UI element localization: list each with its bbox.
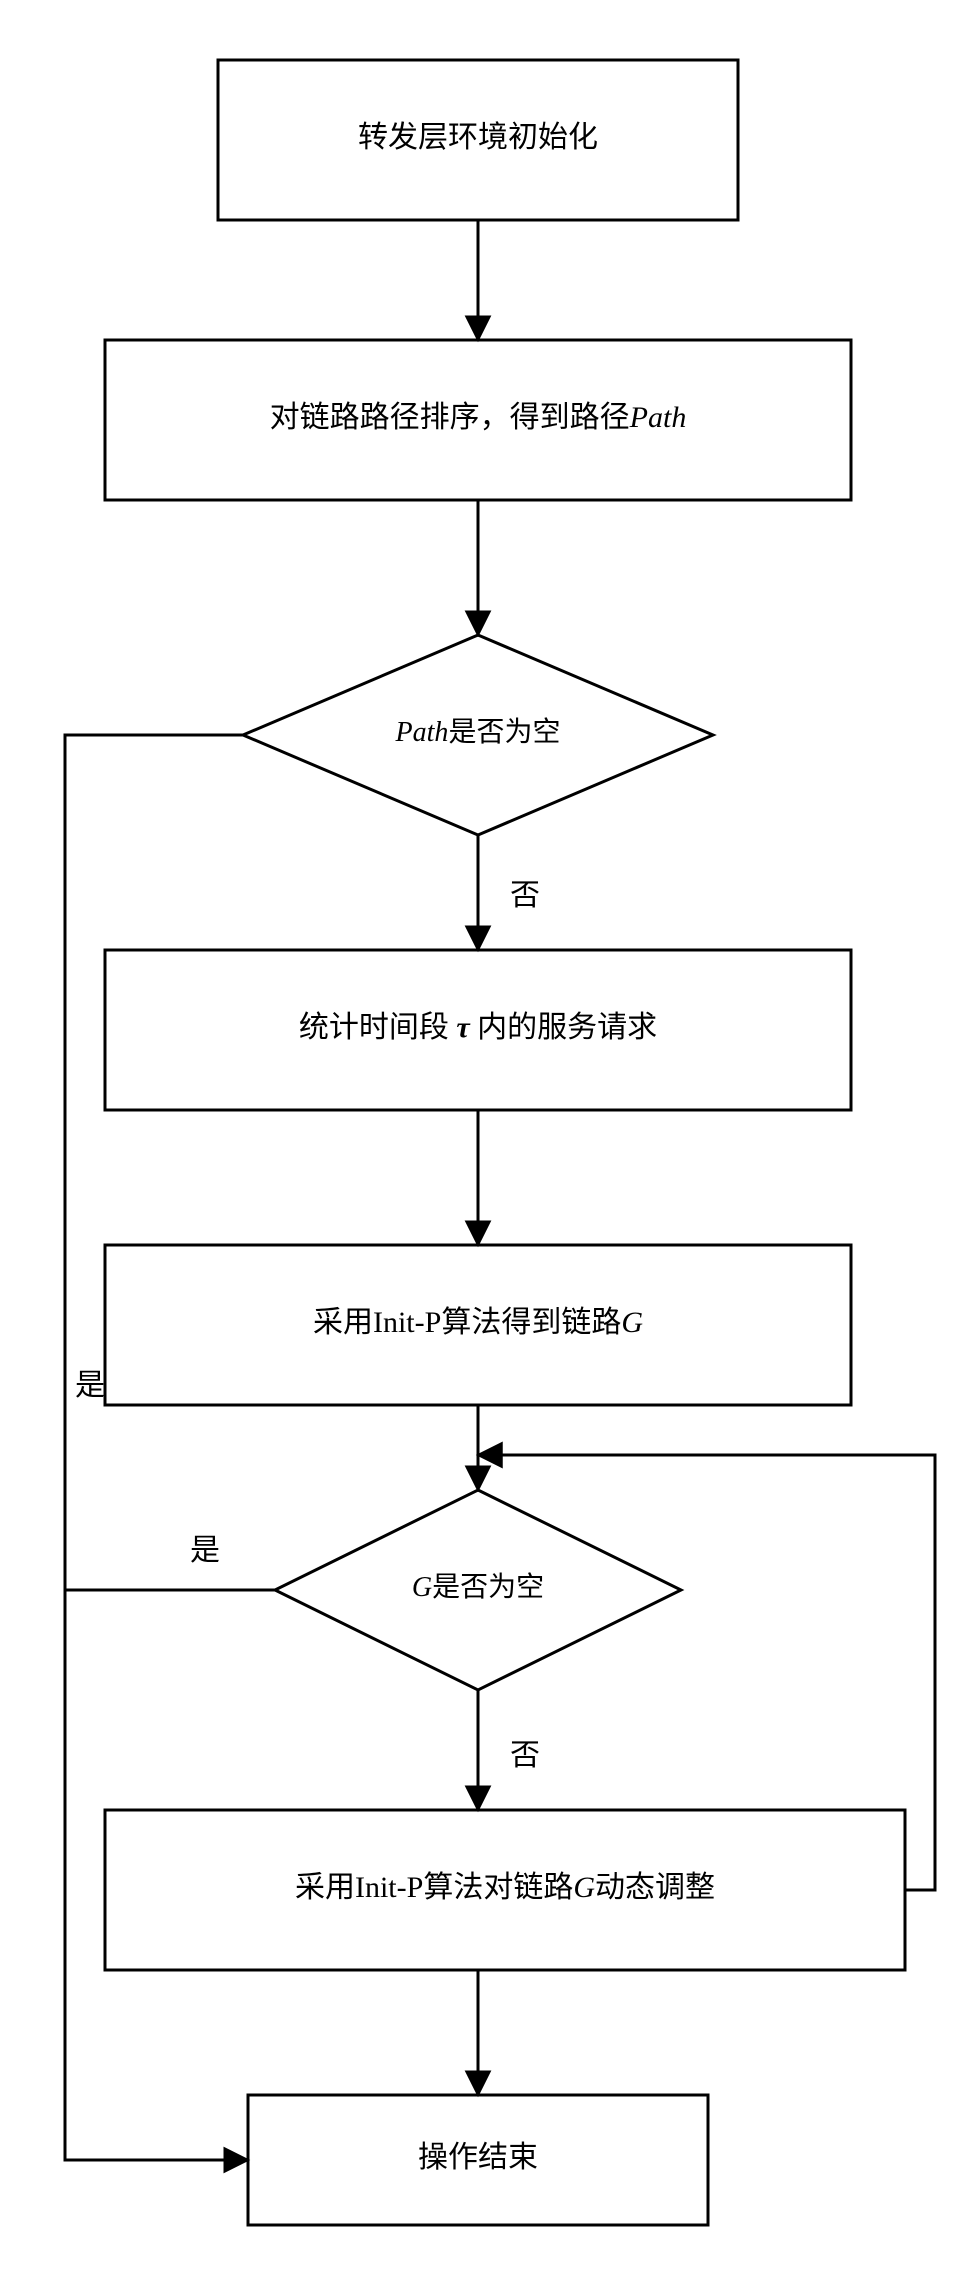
label-d2-no: 否 xyxy=(510,1739,540,1772)
decision-g-empty: G是否为空 xyxy=(275,1490,681,1690)
node-adjust-link-g-text: 采用Init-P算法对链路G动态调整 xyxy=(295,1871,715,1904)
decision-path-empty: Path是否为空 xyxy=(243,635,713,835)
node-adjust-link-g: 采用Init-P算法对链路G动态调整 xyxy=(105,1810,905,1970)
flowchart-svg: 转发层环境初始化 对链路路径排序，得到路径Path Path是否为空 否 统计时… xyxy=(0,0,973,2276)
node-sort-paths-text: 对链路路径排序，得到路径Path xyxy=(270,401,687,434)
node-init-p-link-g-text: 采用Init-P算法得到链路G xyxy=(313,1306,643,1339)
node-init-env-text: 转发层环境初始化 xyxy=(358,121,598,154)
node-count-requests-text: 统计时间段 τ 内的服务请求 xyxy=(299,1011,657,1044)
node-init-p-link-g: 采用Init-P算法得到链路G xyxy=(105,1245,851,1405)
node-sort-paths: 对链路路径排序，得到路径Path xyxy=(105,340,851,500)
edge-n5-return-d2 xyxy=(478,1455,935,1890)
node-end: 操作结束 xyxy=(248,2095,708,2225)
node-end-text: 操作结束 xyxy=(418,2141,538,2174)
node-count-requests: 统计时间段 τ 内的服务请求 xyxy=(105,950,851,1110)
node-init-env: 转发层环境初始化 xyxy=(218,60,738,220)
label-d1-yes: 是 xyxy=(75,1369,105,1402)
decision-g-empty-text: G是否为空 xyxy=(412,1571,544,1603)
decision-path-empty-text: Path是否为空 xyxy=(395,716,561,748)
label-d2-yes: 是 xyxy=(190,1534,220,1567)
label-d1-no: 否 xyxy=(510,879,540,912)
